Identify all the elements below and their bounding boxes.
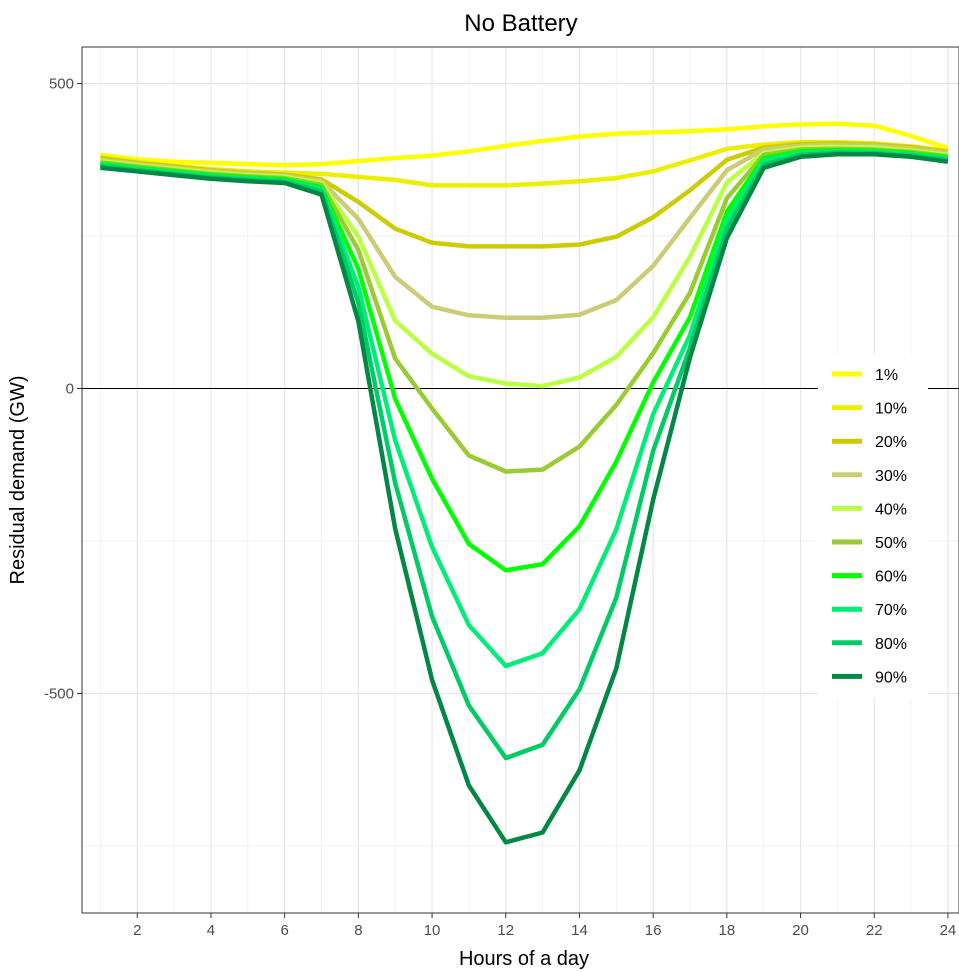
- x-axis-title: Hours of a day: [459, 948, 589, 970]
- x-tick-label: 20: [792, 922, 809, 939]
- major-gridlines: [82, 47, 959, 913]
- y-axis-title: Residual demand (GW): [7, 376, 29, 585]
- x-tick-label: 16: [645, 922, 662, 939]
- x-tick-label: 22: [866, 922, 883, 939]
- y-axis-ticks: 500 0 -500: [44, 76, 82, 702]
- legend-label: 1%: [875, 367, 898, 384]
- y-tick-label: 0: [66, 381, 74, 398]
- legend-label: 50%: [875, 535, 907, 552]
- x-tick-label: 14: [571, 922, 588, 939]
- x-tick-label: 18: [719, 922, 736, 939]
- x-tick-label: 2: [133, 922, 141, 939]
- chart-title: No Battery: [464, 10, 577, 37]
- x-tick-label: 24: [940, 922, 957, 939]
- legend-label: 40%: [875, 501, 907, 518]
- legend: 1% 10% 20% 30% 40% 50% 60% 70% 80% 90%: [818, 354, 928, 698]
- legend-label: 90%: [875, 669, 907, 686]
- legend-label: 30%: [875, 468, 907, 485]
- plot-panel-border: [81, 46, 959, 914]
- series-line-0: [100, 121, 949, 168]
- y-tick-label: -500: [44, 685, 74, 702]
- x-axis-ticks: 2 4 6 8 10 12 14 16 18 20 22 24: [133, 913, 956, 939]
- x-tick-label: 4: [207, 922, 215, 939]
- series-lines: [100, 121, 949, 845]
- legend-label: 10%: [875, 401, 907, 418]
- x-tick-label: 8: [354, 922, 362, 939]
- plot-panel: [82, 47, 959, 913]
- x-tick-label: 10: [424, 922, 441, 939]
- legend-label: 80%: [875, 636, 907, 653]
- legend-label: 70%: [875, 602, 907, 619]
- legend-label: 60%: [875, 569, 907, 586]
- series-line-9: [100, 152, 949, 845]
- legend-label: 20%: [875, 434, 907, 451]
- y-tick-label: 500: [49, 76, 74, 93]
- x-tick-label: 12: [497, 922, 514, 939]
- x-tick-label: 6: [280, 922, 288, 939]
